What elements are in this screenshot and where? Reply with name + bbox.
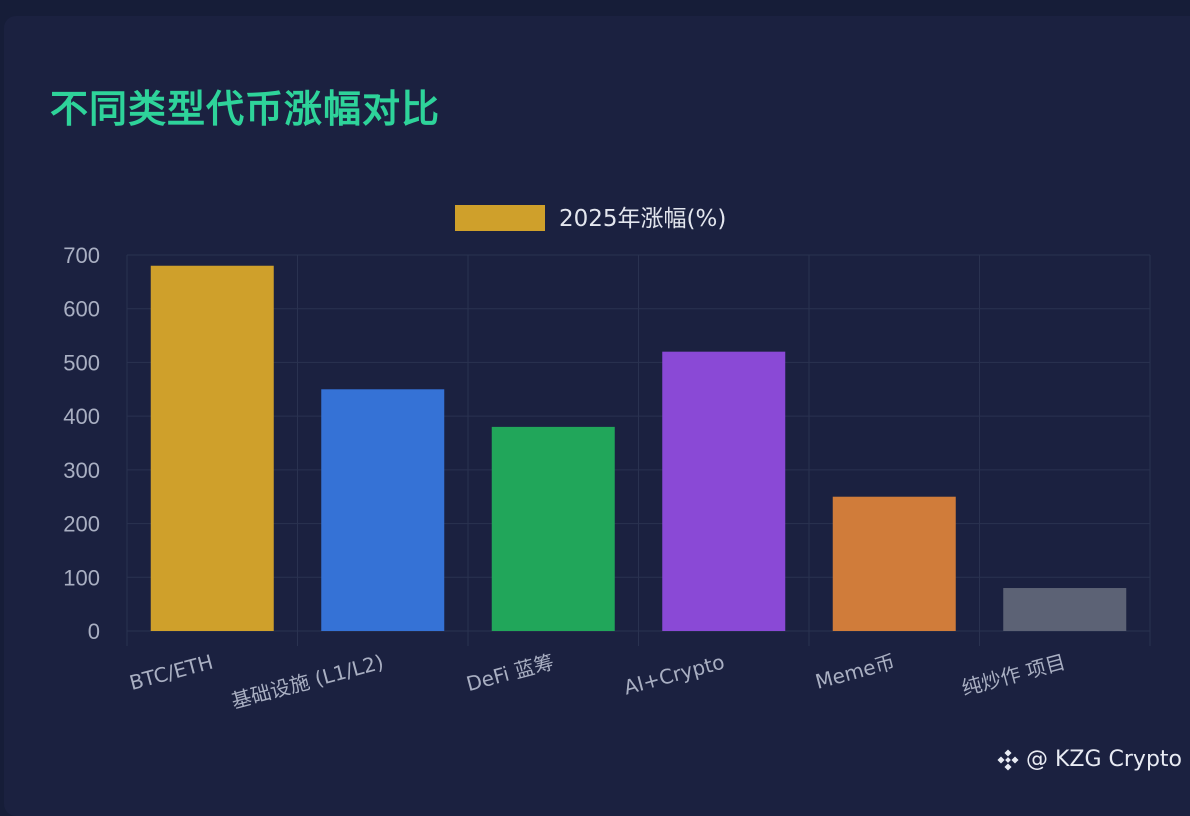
x-tick-label: 基础设施 (L1/L2) <box>229 650 386 714</box>
legend-label: 2025年涨幅(%) <box>559 206 726 232</box>
y-tick-label: 700 <box>63 243 100 268</box>
x-tick-label: BTC/ETH <box>127 650 216 695</box>
binance-logo-icon <box>997 748 1019 771</box>
bar <box>150 265 274 631</box>
watermark-text: @ KZG Crypto <box>1025 747 1182 772</box>
y-tick-label: 300 <box>63 458 100 483</box>
x-tick-label: AI+Crypto <box>621 650 727 700</box>
bar <box>662 351 786 631</box>
legend-swatch <box>455 205 545 231</box>
y-tick-label: 0 <box>88 619 100 644</box>
bar <box>491 426 615 631</box>
x-tick-label: Meme币 <box>813 650 898 694</box>
x-tick-label: 纯炒作 项目 <box>959 650 1068 701</box>
x-tick-label: DeFi 蓝筹 <box>464 650 557 696</box>
y-tick-label: 200 <box>63 512 100 537</box>
bar <box>832 496 956 631</box>
bar-chart: 0 100 200 300 400 500 600 700 BTC/ETH 基础设施 (L1/L2… <box>63 205 1151 714</box>
y-tick-label: 500 <box>63 350 100 375</box>
y-tick-label: 400 <box>63 404 100 429</box>
bar <box>1003 588 1127 631</box>
y-tick-label: 600 <box>63 297 100 322</box>
bar <box>321 389 445 631</box>
page-title: 不同类型代币涨幅对比 <box>50 87 441 131</box>
y-tick-label: 100 <box>63 565 100 590</box>
watermark: @ KZG Crypto <box>996 747 1182 772</box>
